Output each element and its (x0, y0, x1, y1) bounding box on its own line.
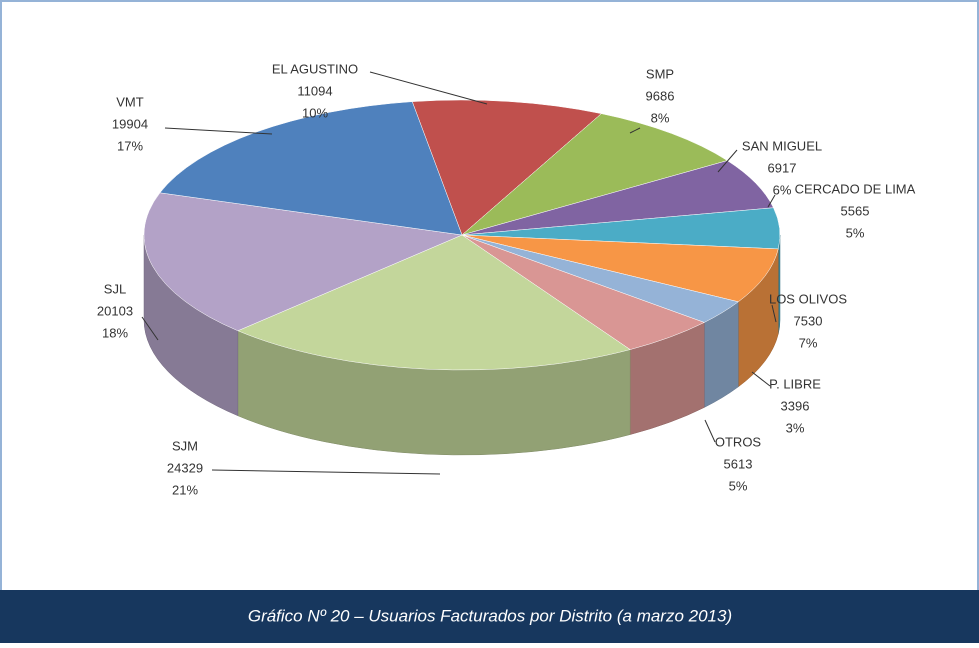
slice (461, 160, 774, 236)
slice-label: OTROS (715, 434, 762, 449)
slice (143, 192, 463, 332)
percent-label: 5% (729, 478, 748, 493)
value-label: 20103 (97, 303, 133, 318)
leader-line (369, 71, 488, 105)
value-label: 5613 (724, 456, 753, 471)
slice-label: SJL (104, 281, 126, 296)
slice (461, 113, 728, 236)
slice-label: EL AGUSTINO (272, 61, 358, 76)
value-label: 3396 (781, 398, 810, 413)
leader-line (767, 194, 776, 208)
leader-line (141, 316, 159, 341)
percent-label: 18% (102, 325, 128, 340)
percent-label: 8% (651, 110, 670, 125)
percent-label: 5% (846, 225, 865, 240)
leader-line (629, 127, 641, 134)
percent-label: 3% (786, 420, 805, 435)
percent-label: 17% (117, 138, 143, 153)
value-label: 24329 (167, 460, 203, 475)
value-label: 9686 (646, 88, 675, 103)
percent-label: 10% (302, 105, 328, 120)
leader-line (717, 149, 738, 173)
value-label: 7530 (794, 313, 823, 328)
value-label: 6917 (768, 160, 797, 175)
leader-line (771, 304, 777, 323)
slice-side (778, 234, 781, 334)
value-label: 11094 (297, 83, 332, 98)
caption-band (0, 590, 979, 643)
value-label: 5565 (841, 203, 870, 218)
percent-label: 7% (799, 335, 818, 350)
slice (411, 99, 602, 236)
slice-label: CERCADO DE LIMA (795, 181, 916, 196)
slice-label: LOS OLIVOS (769, 291, 847, 306)
leader-line (164, 127, 273, 135)
slice-label: P. LIBRE (769, 376, 821, 391)
slice-label: SMP (646, 66, 674, 81)
slice (461, 234, 779, 303)
slice-label: SJM (172, 438, 198, 453)
slice (159, 101, 463, 236)
slice-label: SAN MIGUEL (742, 138, 822, 153)
value-label: 19904 (112, 116, 148, 131)
leader-line (211, 469, 441, 475)
slice (237, 234, 631, 371)
caption: Gráfico Nº 20 – Usuarios Facturados por … (248, 606, 732, 625)
leader-line (704, 419, 716, 443)
slice-label: VMT (116, 94, 144, 109)
percent-label: 21% (172, 482, 198, 497)
percent-label: 6% (773, 182, 792, 197)
leader-line (751, 371, 771, 387)
